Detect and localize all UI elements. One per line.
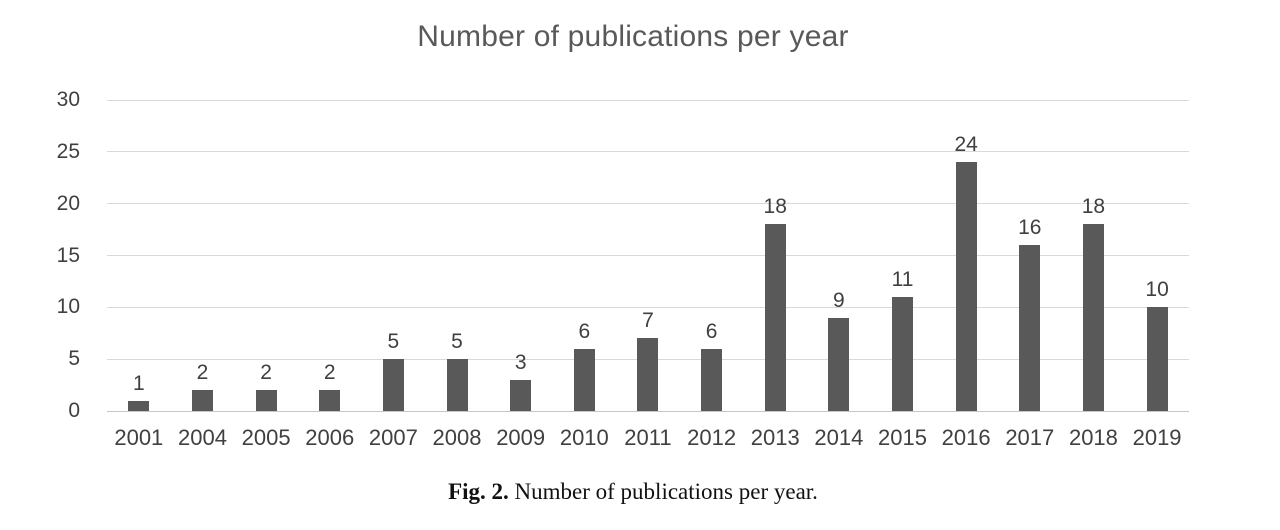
gridline-20 (107, 203, 1189, 205)
x-tick-label-2011: 2011 (624, 425, 672, 450)
gridline-15 (107, 255, 1189, 256)
bar-2011 (637, 338, 659, 411)
bar-column-2009: 3 (489, 100, 553, 411)
bar-column-2001: 1 (107, 100, 171, 411)
bar-column-2014: 9 (807, 100, 871, 411)
x-tick-label-2017: 2017 (1005, 425, 1055, 450)
x-tick-label-2008: 2008 (432, 425, 482, 450)
bar-2009 (510, 379, 532, 411)
plot-area: 0 5 10 15 20 25 30 1 2 2 2 5 5 3 6 7 6 18 9 11 24 16 18 10 (57, 89, 1189, 421)
bar-column-2006: 2 (298, 100, 362, 411)
x-tick-label-2018: 2018 (1068, 425, 1118, 450)
bar-value-label-2010: 6 (578, 319, 591, 343)
bar-value-label-2016: 24 (954, 133, 978, 157)
figure-caption-text: Number of publications per year. (514, 479, 818, 504)
bar-value-label-2001: 1 (132, 371, 145, 395)
bar-value-label-2018: 18 (1081, 195, 1106, 219)
bar-2012 (701, 348, 723, 411)
y-tick-label-15: 15 (56, 243, 80, 267)
x-tick-label-2015: 2015 (878, 425, 927, 450)
bar-2004 (191, 390, 213, 411)
figure-caption: Fig. 2. Number of publications per year. (0, 479, 1266, 505)
bar-column-2017: 16 (998, 100, 1062, 411)
y-tick-label-5: 5 (68, 347, 80, 371)
bar-column-2005: 2 (234, 100, 298, 411)
bar-value-label-2004: 2 (196, 361, 209, 385)
x-tick-label-2004: 2004 (177, 425, 227, 450)
y-tick-label-30: 30 (56, 88, 80, 111)
bar-column-2019: 10 (1125, 100, 1189, 411)
bar-value-label-2014: 9 (833, 288, 845, 312)
bars-row: 1 2 2 2 5 5 3 6 7 6 18 9 11 24 16 18 10 (107, 100, 1189, 411)
gridline-30 (107, 99, 1189, 101)
x-tick-label-2010: 2010 (559, 425, 609, 450)
bar-column-2016: 24 (934, 100, 998, 411)
bar-value-label-2017: 16 (1018, 216, 1042, 240)
y-tick-label-20: 20 (56, 191, 80, 215)
bar-2005 (255, 390, 277, 411)
figure-caption-label: Fig. 2. (448, 479, 509, 504)
x-tick-label-2009: 2009 (496, 425, 546, 450)
bar-2018 (1082, 224, 1104, 411)
bar-2007 (382, 359, 404, 411)
x-tick-label-2019: 2019 (1132, 425, 1182, 450)
bar-2015 (892, 296, 913, 411)
bar-column-2008: 5 (425, 100, 489, 411)
y-tick-label-10: 10 (56, 295, 80, 319)
x-tick-label-2005: 2005 (241, 425, 291, 450)
bar-2010 (573, 348, 595, 411)
bar-column-2007: 5 (362, 100, 426, 411)
x-tick-label-2014: 2014 (814, 425, 864, 450)
bar-column-2011: 7 (616, 100, 680, 411)
gridline-25 (107, 151, 1189, 153)
gridline-10 (107, 306, 1189, 308)
bar-column-2010: 6 (552, 100, 616, 411)
bar-column-2012: 6 (680, 100, 744, 411)
bar-value-label-2015: 11 (891, 267, 914, 291)
x-tick-label-2006: 2006 (305, 425, 355, 450)
bar-2001 (128, 400, 150, 411)
x-tick-label-2013: 2013 (750, 425, 800, 450)
bar-2006 (319, 390, 341, 411)
bar-2013 (764, 224, 786, 411)
x-tick-label-2001: 2001 (114, 425, 164, 450)
bar-2017 (1019, 245, 1041, 411)
x-axis-labels: 2001 2004 2005 2006 2007 2008 2009 2010 2011 2012… (107, 425, 1189, 451)
bar-value-label-2013: 18 (763, 195, 787, 219)
bar-value-label-2007: 5 (387, 330, 400, 354)
chart-title: Number of publications per year (417, 20, 849, 53)
bar-value-label-2009: 3 (514, 350, 527, 374)
x-tick-label-2007: 2007 (368, 425, 418, 450)
bar-value-label-2005: 2 (260, 361, 272, 385)
bar-2016 (955, 162, 977, 411)
bar-column-2004: 2 (171, 100, 235, 411)
gridline-0 (107, 410, 1189, 412)
bar-column-2013: 18 (743, 100, 807, 411)
bar-value-label-2008: 5 (451, 330, 463, 354)
bar-column-2018: 18 (1062, 100, 1126, 411)
x-tick-label-2012: 2012 (687, 425, 737, 450)
bar-value-label-2012: 6 (705, 319, 718, 343)
bar-value-label-2011: 7 (642, 309, 654, 333)
x-tick-label-2016: 2016 (941, 425, 991, 450)
bar-2008 (446, 359, 468, 411)
bar-value-label-2006: 2 (323, 361, 336, 385)
bar-value-label-2019: 10 (1145, 278, 1169, 302)
y-tick-label-25: 25 (56, 139, 80, 163)
bar-2014 (828, 317, 850, 411)
bar-2019 (1146, 307, 1168, 411)
y-tick-label-0: 0 (68, 399, 80, 422)
bar-column-2015: 11 (871, 100, 935, 411)
